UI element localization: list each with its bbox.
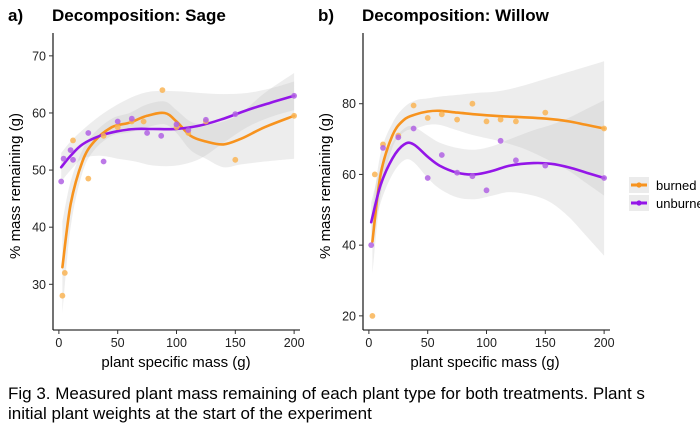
legend: burned unburned — [629, 177, 700, 211]
data-point-unburned — [70, 156, 76, 163]
data-point-burned — [438, 111, 445, 118]
x-tick-label: 150 — [225, 336, 246, 350]
data-point-unburned — [497, 137, 504, 144]
data-point-unburned — [513, 157, 519, 164]
data-point-burned — [497, 116, 504, 123]
data-point-burned — [59, 292, 66, 299]
legend-label: unburned — [656, 196, 700, 211]
legend-item-unburned: unburned — [629, 195, 700, 211]
data-point-unburned — [58, 178, 65, 185]
data-point-unburned — [114, 118, 121, 125]
caption-line-1: Fig 3. Measured plant mass remaining of … — [8, 384, 645, 403]
y-tick-label: 40 — [342, 239, 356, 253]
x-tick-label: 150 — [535, 336, 556, 350]
data-point-unburned — [380, 145, 386, 151]
data-point-unburned — [60, 155, 67, 162]
panel-letter: b) — [318, 6, 334, 25]
data-point-burned — [513, 118, 519, 125]
data-point-burned — [159, 87, 166, 93]
data-point-unburned — [67, 147, 74, 154]
panel-willow: b) Decomposition: Willow plant specific … — [317, 6, 615, 371]
x-axis-label: plant specific mass (g) — [101, 354, 250, 371]
data-point-burned — [483, 118, 490, 125]
x-tick-label: 50 — [111, 336, 125, 350]
data-point-unburned — [469, 173, 476, 180]
data-point-burned — [424, 115, 431, 121]
data-point-burned — [291, 112, 297, 119]
y-tick-label: 50 — [32, 164, 46, 178]
y-tick-label: 80 — [342, 97, 356, 111]
data-point-burned — [469, 100, 476, 107]
data-point-unburned — [232, 111, 239, 117]
legend-key-point — [636, 200, 642, 206]
legend-label: burned — [656, 178, 696, 193]
data-point-unburned — [100, 158, 107, 165]
data-point-burned — [410, 102, 417, 109]
data-point-unburned — [158, 132, 165, 139]
trend-line-burned — [371, 109, 606, 243]
x-tick-label: 100 — [476, 336, 497, 350]
data-point-burned — [70, 137, 76, 144]
x-tick-label: 50 — [421, 336, 435, 350]
y-axis-label: % mass remaining (g) — [317, 113, 334, 259]
data-point-unburned — [395, 134, 402, 141]
data-point-unburned — [368, 242, 375, 249]
legend-item-burned: burned — [629, 177, 696, 193]
x-tick-label: 200 — [594, 336, 615, 350]
data-point-burned — [85, 175, 92, 182]
x-axis-label: plant specific mass (g) — [410, 354, 559, 371]
trend-line-burned — [61, 111, 296, 269]
y-tick-label: 60 — [32, 106, 46, 120]
y-tick-label: 20 — [342, 309, 356, 323]
trend-line-unburned — [369, 141, 606, 224]
y-axis-label: % mass remaining (g) — [7, 113, 24, 259]
x-tick-label: 0 — [55, 336, 62, 350]
y-tick-label: 60 — [342, 168, 356, 182]
data-point-unburned — [128, 115, 135, 122]
y-tick-label: 70 — [32, 49, 46, 63]
x-tick-label: 0 — [365, 336, 372, 350]
data-point-burned — [542, 109, 549, 116]
data-point-unburned — [424, 175, 431, 181]
figure-caption: Fig 3. Measured plant mass remaining of … — [8, 384, 700, 424]
caption-line-2: initial plant weights at the start of th… — [8, 404, 372, 423]
data-point-unburned — [144, 130, 151, 136]
data-point-unburned — [601, 175, 607, 181]
data-point-burned — [601, 125, 607, 132]
data-point-burned — [61, 270, 68, 276]
panel-letter: a) — [8, 6, 23, 25]
figure: a) Decomposition: Sage plant specific ma… — [7, 6, 700, 371]
data-point-unburned — [454, 169, 460, 176]
data-point-unburned — [85, 130, 92, 136]
data-point-burned — [114, 124, 121, 131]
panel-sage: a) Decomposition: Sage plant specific ma… — [7, 6, 305, 371]
data-point-unburned — [410, 125, 417, 132]
data-point-unburned — [173, 121, 180, 128]
data-point-burned — [100, 132, 107, 139]
data-point-burned — [369, 313, 376, 319]
ci-band-unburned — [61, 81, 295, 182]
data-point-unburned — [203, 116, 209, 123]
chart-title: Decomposition: Willow — [362, 6, 550, 25]
data-point-unburned — [542, 162, 549, 169]
data-point-unburned — [438, 152, 445, 158]
data-point-burned — [454, 116, 460, 123]
trend-line-unburned — [59, 94, 296, 169]
chart-title: Decomposition: Sage — [52, 6, 226, 25]
data-point-unburned — [291, 92, 297, 99]
ci-band-unburned — [371, 100, 605, 256]
y-tick-label: 30 — [32, 278, 46, 292]
data-point-unburned — [185, 127, 192, 133]
data-point-burned — [232, 156, 239, 163]
legend-key-point — [636, 182, 642, 188]
data-point-unburned — [483, 187, 490, 194]
x-tick-label: 200 — [284, 336, 305, 350]
y-tick-label: 40 — [32, 221, 46, 235]
ci-band-burned — [62, 73, 295, 313]
data-point-burned — [371, 171, 378, 178]
data-point-burned — [140, 118, 147, 125]
x-tick-label: 100 — [166, 336, 187, 350]
